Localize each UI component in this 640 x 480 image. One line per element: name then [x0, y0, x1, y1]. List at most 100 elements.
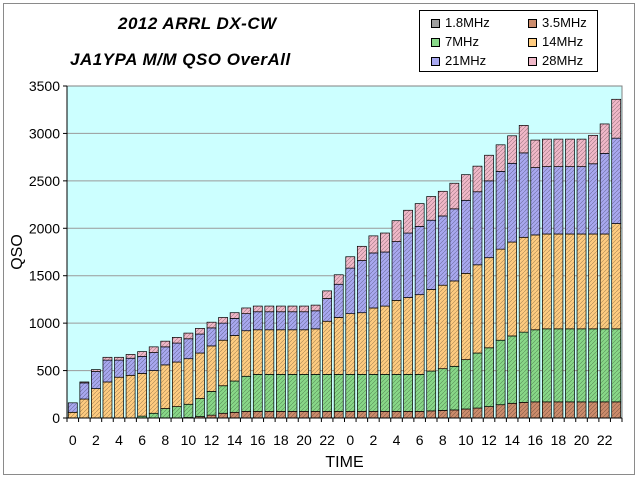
plot-area	[66, 85, 623, 419]
bar-segment-3.5MHz-20	[299, 411, 309, 419]
bar-segment-28MHz-3	[102, 356, 113, 361]
bar-segment-28MHz-2	[91, 369, 101, 372]
bar-segment-14MHz-20	[299, 329, 309, 375]
bar-segment-14MHz-3	[102, 381, 113, 419]
bar-segment-28MHz-15	[241, 307, 252, 315]
bar-segment-21MHz-18	[276, 311, 286, 331]
bar-segment-28MHz-31	[426, 196, 437, 221]
bar-segment-28MHz-47	[611, 98, 622, 139]
bar-segment-28MHz-18	[276, 305, 286, 313]
bar-segment-28MHz-1	[79, 381, 90, 384]
bar-segment-7MHz-26	[368, 374, 379, 412]
bar-segment-28MHz-25	[356, 245, 367, 261]
bar-segment-28MHz-11	[195, 328, 205, 335]
xtick-label-11: 22	[319, 432, 335, 448]
bar-segment-14MHz-6	[137, 373, 148, 417]
bar-segment-3.5MHz-22	[322, 411, 333, 419]
bar-segment-14MHz-41	[541, 233, 552, 330]
bar-segment-21MHz-11	[195, 333, 205, 354]
xtick-label-18: 12	[481, 432, 497, 448]
legend-item-28MHz: 28MHz	[528, 54, 583, 68]
bar-segment-3.5MHz-44	[576, 401, 587, 419]
bar-segment-14MHz-7	[148, 370, 159, 414]
bar-segment-21MHz-4	[114, 359, 124, 378]
bar-segment-21MHz-7	[148, 352, 159, 371]
legend: 1.8MHz 3.5MHz 7MHz 14MHz 21MHz 28MHz	[419, 10, 598, 72]
bar-segment-14MHz-45	[588, 233, 598, 330]
bar-segment-21MHz-21	[310, 310, 321, 330]
xtick-label-17: 10	[458, 432, 474, 448]
bar-segment-7MHz-33	[449, 365, 460, 411]
legend-item-1.8MHz: 1.8MHz	[431, 16, 490, 30]
xtick-label-7: 14	[227, 432, 243, 448]
bar-segment-3.5MHz-35	[472, 407, 483, 419]
legend-label-1.8MHz: 1.8MHz	[445, 15, 490, 30]
xtick-label-21: 18	[551, 432, 567, 448]
bar-segment-7MHz-43	[565, 328, 575, 403]
bar-segment-28MHz-14	[229, 312, 240, 319]
bar-segment-3.5MHz-16	[252, 411, 263, 419]
bar-segment-21MHz-34	[461, 199, 471, 274]
bar-segment-21MHz-16	[252, 311, 263, 331]
bar-segment-3.5MHz-17	[264, 411, 275, 419]
bar-segment-7MHz-38	[507, 335, 518, 404]
bar-segment-3.5MHz-47	[611, 401, 622, 419]
bar-segment-28MHz-9	[171, 337, 182, 344]
bar-segment-14MHz-21	[310, 328, 321, 375]
bar-segment-14MHz-15	[241, 330, 252, 377]
bar-segment-3.5MHz-13	[218, 412, 228, 419]
bar-segment-28MHz-10	[183, 332, 194, 340]
bar-segment-14MHz-23	[333, 317, 344, 375]
xtick-label-0: 0	[69, 432, 77, 448]
bar-segment-28MHz-45	[588, 134, 598, 165]
bar-segment-7MHz-8	[160, 408, 171, 419]
xtick-label-15: 6	[416, 432, 424, 448]
bar-segment-3.5MHz-37	[495, 404, 506, 419]
bar-segment-21MHz-28	[391, 241, 402, 301]
bar-segment-21MHz-27	[380, 251, 390, 307]
bar-segment-14MHz-36	[484, 257, 494, 349]
bar-segment-28MHz-23	[333, 274, 344, 285]
bar-segment-28MHz-40	[530, 139, 541, 168]
bar-segment-28MHz-27	[380, 232, 390, 253]
bar-segment-28MHz-4	[114, 356, 124, 361]
legend-swatch-7MHz	[431, 38, 440, 48]
bar-segment-21MHz-30	[414, 226, 425, 296]
chart-title-line1: 2012 ARRL DX-CW	[118, 14, 277, 33]
ytick-label-3000: 3000	[29, 125, 60, 141]
bar-segment-14MHz-33	[449, 280, 460, 367]
xtick-label-13: 2	[370, 432, 378, 448]
bar-segment-7MHz-9	[171, 406, 182, 419]
bar-segment-14MHz-24	[345, 313, 356, 375]
bar-segment-28MHz-16	[252, 305, 263, 313]
bar-segment-7MHz-28	[391, 374, 402, 412]
bar-segment-28MHz-32	[437, 190, 448, 217]
bar-segment-3.5MHz-39	[518, 401, 529, 419]
bar-segment-21MHz-42	[553, 166, 564, 235]
bar-segment-28MHz-29	[403, 209, 413, 234]
bar-segment-28MHz-22	[322, 290, 333, 299]
legend-label-7MHz: 7MHz	[445, 34, 479, 49]
bar-segment-21MHz-25	[356, 260, 367, 314]
bar-segment-3.5MHz-45	[588, 401, 598, 419]
legend-swatch-3.5MHz	[528, 19, 537, 29]
xtick-label-9: 18	[273, 432, 289, 448]
bar-segment-14MHz-12	[206, 345, 217, 392]
bar-segment-3.5MHz-31	[426, 410, 437, 419]
bar-segment-21MHz-37	[495, 171, 506, 250]
bar-segment-21MHz-9	[171, 342, 182, 363]
xtick-label-19: 14	[504, 432, 520, 448]
bar-segment-14MHz-30	[414, 294, 425, 375]
bar-segment-14MHz-35	[472, 264, 483, 354]
bar-segment-28MHz-28	[391, 220, 402, 242]
bar-segment-7MHz-35	[472, 352, 483, 409]
bar-segment-7MHz-7	[148, 412, 159, 419]
legend-swatch-14MHz	[528, 38, 537, 48]
bar-segment-28MHz-26	[368, 235, 379, 254]
bar-segment-28MHz-6	[137, 351, 148, 357]
xtick-label-6: 12	[204, 432, 220, 448]
bar-segment-7MHz-10	[183, 403, 194, 418]
bar-segment-14MHz-9	[171, 361, 182, 407]
bar-segment-7MHz-14	[229, 380, 240, 413]
bar-segment-21MHz-15	[241, 313, 252, 332]
